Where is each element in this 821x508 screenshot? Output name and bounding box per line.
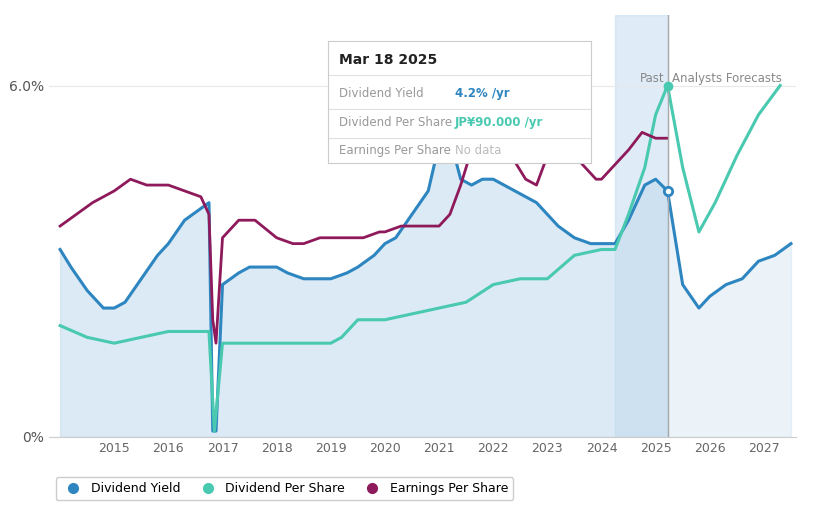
Text: Earnings Per Share: Earnings Per Share (339, 144, 451, 157)
Text: Dividend Yield: Dividend Yield (339, 86, 424, 100)
Text: No data: No data (455, 144, 501, 157)
Legend: Dividend Yield, Dividend Per Share, Earnings Per Share: Dividend Yield, Dividend Per Share, Earn… (56, 477, 513, 500)
Text: Mar 18 2025: Mar 18 2025 (339, 53, 437, 67)
Text: Past: Past (640, 72, 665, 85)
Text: Analysts Forecasts: Analysts Forecasts (672, 72, 782, 85)
Text: JP¥90.000 /yr: JP¥90.000 /yr (455, 116, 543, 129)
Text: 4.2% /yr: 4.2% /yr (455, 86, 509, 100)
Text: Dividend Per Share: Dividend Per Share (339, 116, 452, 129)
Bar (615, 15, 667, 437)
